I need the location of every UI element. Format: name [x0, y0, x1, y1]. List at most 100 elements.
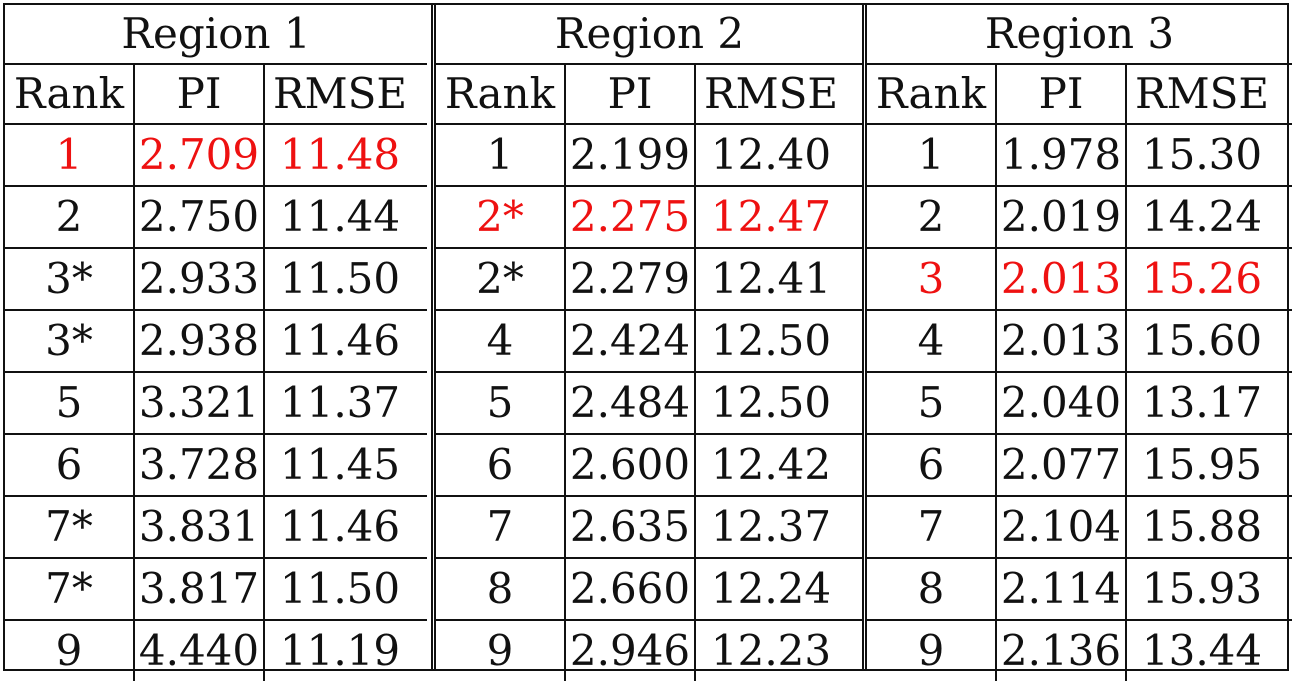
table-row: 5 2.040 13.17 — [867, 373, 1292, 435]
pi-cell: 2.933 — [133, 249, 263, 309]
column-header-row: Rank PI RMSE — [867, 65, 1292, 125]
rmse-cell: 15.60 — [1125, 311, 1277, 371]
rank-cell: 9 — [917, 626, 945, 675]
pi-cell: 2.484 — [564, 373, 694, 433]
pi-cell: 3.321 — [133, 373, 263, 433]
table-row: 5 2.484 12.50 — [436, 373, 863, 435]
results-table: Region 1 Rank PI RMSE 1 2.709 11.48 2 2.750 11.44… — [3, 3, 1292, 681]
rmse-cell: 15.26 — [1125, 249, 1277, 309]
pi-cell: 2.040 — [995, 373, 1125, 433]
rmse-cell: 12.40 — [694, 125, 846, 185]
region-title: Region 3 — [867, 5, 1292, 65]
rank-cell: 3* — [45, 254, 93, 303]
rmse-cell: 11.37 — [263, 373, 415, 433]
header-rmse: RMSE — [694, 65, 846, 123]
table-row: 6 2.600 12.42 — [436, 435, 863, 497]
header-pi: PI — [995, 65, 1125, 123]
pi-cell: 2.709 — [133, 125, 263, 185]
pi-cell: 2.104 — [995, 497, 1125, 557]
region-title: Region 1 — [5, 5, 427, 65]
rmse-cell: 11.50 — [263, 249, 415, 309]
header-rmse: RMSE — [263, 65, 415, 123]
table-row: 7* 3.831 11.46 — [5, 497, 427, 559]
table-row: 1 2.199 12.40 — [436, 125, 863, 187]
pi-cell: 2.114 — [995, 559, 1125, 619]
rmse-cell: 11.45 — [263, 435, 415, 495]
rank-cell: 6 — [917, 440, 945, 489]
rank-cell: 6 — [55, 440, 83, 489]
rank-cell: 2 — [55, 192, 83, 241]
rank-cell: 6 — [486, 440, 514, 489]
pi-cell: 2.077 — [995, 435, 1125, 495]
table-row: 1 1.978 15.30 — [867, 125, 1292, 187]
rmse-cell: 12.42 — [694, 435, 846, 495]
table-row: 2 2.750 11.44 — [5, 187, 427, 249]
header-pi: PI — [133, 65, 263, 123]
rmse-cell: 15.93 — [1125, 559, 1277, 619]
table-row: 8 2.660 12.24 — [436, 559, 863, 621]
pi-cell: 2.938 — [133, 311, 263, 371]
pi-cell: 4.440 — [133, 621, 263, 681]
rank-cell: 7* — [45, 564, 93, 613]
rank-cell: 2* — [476, 192, 524, 241]
rank-cell: 4 — [917, 316, 945, 365]
pi-cell: 3.728 — [133, 435, 263, 495]
rmse-cell: 13.44 — [1125, 621, 1277, 681]
rmse-cell: 11.44 — [263, 187, 415, 247]
table-row: 3 2.013 15.26 — [867, 249, 1292, 311]
region-title: Region 2 — [436, 5, 863, 65]
table-row: 2* 2.275 12.47 — [436, 187, 863, 249]
rmse-cell: 13.17 — [1125, 373, 1277, 433]
table-row: 9 2.136 13.44 — [867, 621, 1292, 681]
rmse-cell: 11.48 — [263, 125, 415, 185]
header-pi: PI — [564, 65, 694, 123]
header-rank: Rank — [13, 69, 125, 118]
rank-cell: 4 — [486, 316, 514, 365]
rmse-cell: 11.46 — [263, 497, 415, 557]
rmse-cell: 12.50 — [694, 373, 846, 433]
rank-cell: 5 — [55, 378, 83, 427]
table-row: 3* 2.938 11.46 — [5, 311, 427, 373]
rank-cell: 5 — [917, 378, 945, 427]
rmse-cell: 12.47 — [694, 187, 846, 247]
rank-cell: 5 — [486, 378, 514, 427]
pi-cell: 2.136 — [995, 621, 1125, 681]
table-row: 6 2.077 15.95 — [867, 435, 1292, 497]
header-rmse: RMSE — [1125, 65, 1277, 123]
rmse-cell: 15.95 — [1125, 435, 1277, 495]
pi-cell: 2.275 — [564, 187, 694, 247]
rmse-cell: 12.41 — [694, 249, 846, 309]
table-row: 8 2.114 15.93 — [867, 559, 1292, 621]
rmse-cell: 12.37 — [694, 497, 846, 557]
rmse-cell: 12.23 — [694, 621, 846, 681]
pi-cell: 2.019 — [995, 187, 1125, 247]
rank-cell: 7 — [486, 502, 514, 551]
rmse-cell: 14.24 — [1125, 187, 1277, 247]
rmse-cell: 11.50 — [263, 559, 415, 619]
rank-cell: 1 — [917, 130, 945, 179]
pi-cell: 2.199 — [564, 125, 694, 185]
rank-cell: 1 — [55, 130, 83, 179]
table-row: 9 2.946 12.23 — [436, 621, 863, 681]
pi-cell: 2.660 — [564, 559, 694, 619]
table-row: 7* 3.817 11.50 — [5, 559, 427, 621]
rmse-cell: 11.46 — [263, 311, 415, 371]
rmse-cell: 11.19 — [263, 621, 415, 681]
table-row: 2* 2.279 12.41 — [436, 249, 863, 311]
rank-cell: 2 — [917, 192, 945, 241]
column-header-row: Rank PI RMSE — [5, 65, 427, 125]
rank-cell: 7* — [45, 502, 93, 551]
rmse-cell: 12.50 — [694, 311, 846, 371]
rank-cell: 8 — [486, 564, 514, 613]
pi-cell: 3.817 — [133, 559, 263, 619]
pi-cell: 2.600 — [564, 435, 694, 495]
table-row: 4 2.424 12.50 — [436, 311, 863, 373]
rank-cell: 7 — [917, 502, 945, 551]
rmse-cell: 15.30 — [1125, 125, 1277, 185]
header-rank: Rank — [875, 69, 987, 118]
region-1-block: Region 1 Rank PI RMSE 1 2.709 11.48 2 2.750 11.44… — [5, 5, 427, 681]
pi-cell: 2.013 — [995, 249, 1125, 309]
table-row: 7 2.635 12.37 — [436, 497, 863, 559]
pi-cell: 2.946 — [564, 621, 694, 681]
rank-cell: 8 — [917, 564, 945, 613]
